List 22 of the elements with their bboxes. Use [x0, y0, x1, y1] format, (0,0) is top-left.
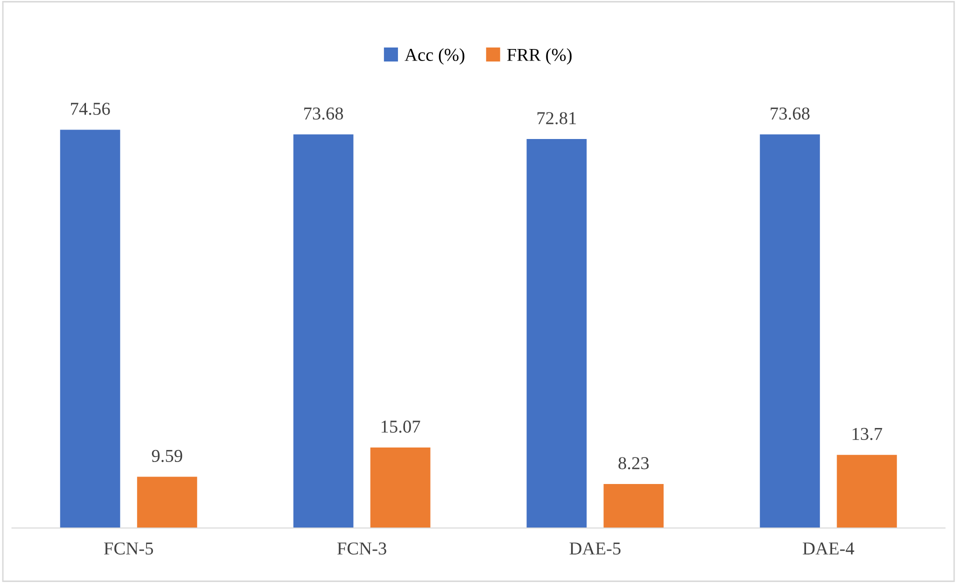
bar	[370, 447, 430, 528]
data-label: 73.68	[770, 107, 810, 120]
data-label: 74.56	[71, 102, 110, 115]
legend-label: Acc (%)	[404, 48, 464, 65]
x-tick-label: FCN-3	[337, 542, 386, 555]
bar	[137, 476, 198, 528]
data-label: 73.68	[304, 107, 344, 120]
data-label: 13.7	[852, 428, 882, 440]
bar	[760, 134, 820, 528]
legend-label: FRR (%)	[507, 48, 572, 65]
data-label: 15.07	[382, 420, 420, 433]
bar	[836, 454, 897, 528]
data-label: 72.81	[538, 112, 576, 124]
x-tick-label: DAE-4	[802, 542, 854, 554]
bar	[526, 139, 587, 528]
x-tick-label: FCN-5	[104, 542, 153, 555]
bar	[604, 484, 664, 528]
x-tick-label: DAE-5	[570, 542, 620, 555]
bar	[60, 130, 120, 528]
data-label: 8.23	[618, 457, 649, 470]
data-label: 9.59	[152, 450, 182, 462]
bar	[293, 134, 354, 528]
